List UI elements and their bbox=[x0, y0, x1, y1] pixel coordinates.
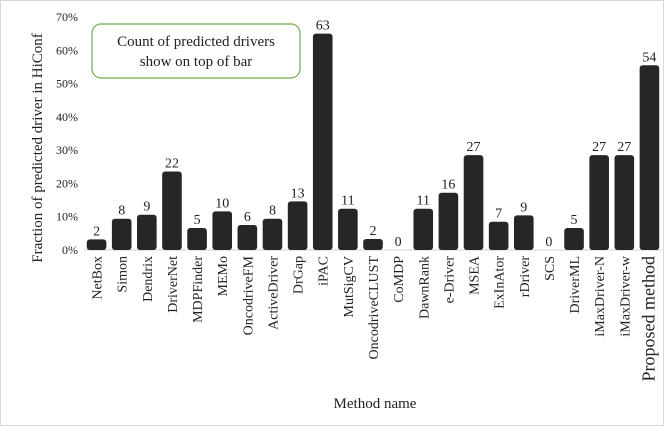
bar-value-label: 10 bbox=[215, 196, 229, 211]
x-tick-label: MutSigCV bbox=[342, 256, 357, 317]
annotation-line-2: show on top of bar bbox=[140, 54, 253, 70]
bar-value-label: 63 bbox=[316, 19, 330, 34]
bar-value-label: 16 bbox=[441, 178, 455, 193]
bar-value-label: 27 bbox=[592, 140, 606, 155]
x-tick-label: e-Driver bbox=[442, 256, 457, 304]
bar bbox=[287, 201, 308, 250]
bar-value-label: 2 bbox=[93, 224, 100, 239]
bar bbox=[488, 221, 509, 250]
bar-value-label: 11 bbox=[341, 194, 354, 209]
bar bbox=[187, 228, 207, 250]
bar bbox=[363, 239, 383, 250]
bar-value-label: 9 bbox=[520, 200, 527, 215]
y-tick-label: 0% bbox=[62, 243, 78, 257]
x-tick-label: rDriver bbox=[518, 256, 533, 298]
x-tick-label: CoMDP bbox=[392, 256, 407, 303]
bar-value-label: 8 bbox=[269, 204, 276, 219]
bar-value-label: 27 bbox=[467, 140, 481, 155]
x-tick-label: DawnRank bbox=[417, 256, 432, 319]
bar bbox=[237, 225, 258, 250]
x-axis-label: Method name bbox=[334, 396, 417, 412]
x-tick-label: Dendrix bbox=[141, 256, 156, 302]
y-axis-label: Fraction of predicted driver in HiConf bbox=[30, 33, 46, 263]
bar bbox=[639, 65, 660, 250]
annotation-border bbox=[91, 23, 301, 79]
bar bbox=[513, 215, 534, 250]
y-tick-label: 40% bbox=[56, 110, 78, 124]
y-tick-label: 70% bbox=[56, 10, 78, 24]
bar-value-label: 5 bbox=[571, 213, 578, 228]
bar bbox=[589, 155, 609, 250]
y-tick-label: 50% bbox=[56, 77, 78, 91]
bar bbox=[614, 155, 635, 250]
x-tick-label: Proposed method bbox=[638, 256, 658, 382]
bar-value-label: 6 bbox=[244, 210, 251, 225]
bar-value-label: 5 bbox=[194, 213, 201, 228]
bar bbox=[438, 192, 459, 250]
labels: 2 NetBox 8 Simon 9 Dendrix 22 DriverNet 5 MDPFind… bbox=[91, 19, 659, 382]
bar-value-label: 54 bbox=[642, 50, 656, 65]
x-tick-label: Simon bbox=[116, 256, 131, 293]
x-tick-label: iPAC bbox=[317, 256, 332, 286]
bar-value-label: 22 bbox=[165, 156, 179, 171]
x-tick-label: DriverML bbox=[568, 256, 583, 314]
x-tick-label: iMaxDriver-w bbox=[618, 255, 633, 336]
bar bbox=[413, 208, 434, 250]
x-tick-label: iMaxDriver-N bbox=[593, 256, 608, 337]
bar bbox=[212, 211, 233, 250]
bar bbox=[564, 228, 584, 250]
annotation-box: Count of predicted drivers show on top o… bbox=[91, 23, 301, 79]
bar bbox=[262, 218, 283, 250]
x-tick-label: MSEA bbox=[468, 255, 483, 295]
x-tick-label: DrGap bbox=[292, 256, 307, 294]
x-tick-label: MEMo bbox=[216, 256, 231, 296]
bar-value-label: 11 bbox=[417, 194, 430, 209]
y-tick-label: 30% bbox=[56, 143, 78, 157]
annotation-line-1: Count of predicted drivers bbox=[117, 34, 275, 50]
bar-value-label: 0 bbox=[395, 235, 402, 250]
x-tick-label: ActiveDriver bbox=[266, 256, 281, 330]
bar-value-label: 0 bbox=[545, 235, 552, 250]
bar-value-label: 2 bbox=[370, 224, 377, 239]
x-tick-label: DriverNet bbox=[166, 256, 181, 313]
bar bbox=[111, 218, 132, 250]
x-tick-label: ExInAtor bbox=[493, 256, 508, 309]
y-tick-label: 20% bbox=[56, 176, 78, 190]
bar bbox=[463, 155, 484, 250]
bar-value-label: 9 bbox=[143, 200, 150, 215]
bar bbox=[162, 171, 182, 250]
bar-value-label: 27 bbox=[617, 140, 631, 155]
bars bbox=[86, 33, 660, 251]
bar-value-label: 7 bbox=[495, 207, 502, 222]
x-tick-label: OncodriveFM bbox=[241, 255, 256, 335]
bar-value-label: 8 bbox=[118, 204, 125, 219]
bar-value-label: 13 bbox=[291, 186, 305, 201]
bar bbox=[86, 239, 107, 250]
x-tick-label: MDPFinder bbox=[191, 256, 206, 323]
y-tick-label: 60% bbox=[56, 43, 78, 57]
bar bbox=[338, 208, 358, 250]
y-tick-label: 10% bbox=[56, 210, 78, 224]
x-tick-label: NetBox bbox=[91, 256, 106, 300]
bar bbox=[312, 33, 333, 251]
x-tick-label: SCS bbox=[543, 256, 558, 281]
x-tick-label: OncodriveCLUST bbox=[367, 256, 382, 360]
bar bbox=[137, 214, 157, 250]
